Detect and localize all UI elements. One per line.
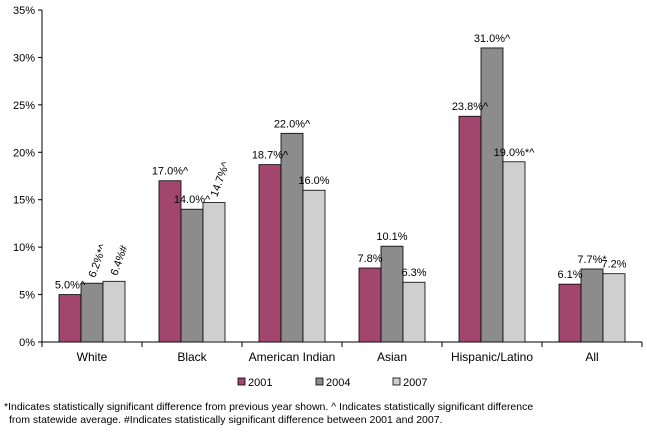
x-category-label: American Indian	[249, 350, 336, 364]
y-tick-label: 25%	[13, 100, 35, 112]
legend-label-2007: 2007	[403, 377, 427, 389]
footnote-line-2: from statewide average. #Indicates stati…	[9, 414, 443, 426]
data-label: 17.0%^	[152, 166, 189, 178]
data-label: 6.1%	[557, 269, 582, 281]
data-label: 23.8%^	[452, 101, 489, 113]
bar-2004	[380, 245, 404, 343]
data-label: 31.0%^	[474, 33, 511, 45]
y-tick-label: 15%	[13, 195, 35, 207]
bar-2007	[502, 161, 526, 343]
y-tick-label: 30%	[13, 52, 35, 64]
data-label: 7.2%	[601, 259, 626, 271]
data-labels: 5.0%^ 17.0%^ 18.7%^ 7.8% 23.8%^ 6.1% 6.2%*^ 14.…	[55, 33, 627, 292]
data-label: 6.3%	[401, 267, 426, 279]
data-label: 14.7%^	[209, 160, 233, 199]
bar-chart: 0% 5% 10% 15% 20% 25% 30% 35% White Black America…	[13, 5, 643, 389]
bar-2007	[302, 189, 326, 343]
legend-swatch-2004	[315, 377, 324, 386]
bar-2001	[458, 115, 482, 343]
bar-2007	[602, 273, 626, 343]
x-category-label: Black	[177, 350, 207, 364]
legend: 2001 2004 2007	[237, 377, 427, 389]
bars	[58, 47, 626, 343]
data-label: 6.2%*^	[87, 242, 110, 279]
legend-swatch-2007	[392, 377, 401, 386]
footnote: *Indicates statistically significant dif…	[4, 401, 645, 427]
data-label: 19.0%*^	[494, 147, 535, 159]
data-label: 6.4%#	[109, 243, 131, 277]
data-label: 7.8%	[357, 253, 382, 265]
bar-2004	[580, 268, 604, 343]
x-category-label: White	[77, 350, 108, 364]
data-label: 18.7%^	[252, 150, 289, 162]
legend-label-2001: 2001	[248, 377, 272, 389]
data-label: 14.0%^	[174, 194, 211, 206]
data-label: 10.1%	[376, 231, 407, 243]
x-axis: White Black American Indian Asian Hispanic/L…	[41, 341, 643, 364]
data-label: 16.0%	[298, 175, 329, 187]
data-label: 5.0%^	[55, 280, 86, 292]
x-category-label: Asian	[377, 350, 407, 364]
data-label: 22.0%^	[274, 118, 311, 130]
y-tick-label: 35%	[13, 5, 35, 17]
bar-2001	[358, 267, 382, 343]
data-label: 7.7%*	[577, 254, 607, 266]
footnote-line-1: *Indicates statistically significant dif…	[4, 401, 534, 413]
bar-2004	[80, 282, 104, 343]
y-tick-label: 20%	[13, 147, 35, 159]
bar-2001	[258, 164, 282, 343]
y-tick-label: 0%	[19, 337, 35, 349]
bar-2007	[402, 281, 426, 343]
bar-2004	[280, 132, 304, 343]
bar-2004	[480, 47, 504, 343]
x-category-label: Hispanic/Latino	[451, 350, 533, 364]
bar-2007	[202, 202, 226, 343]
y-axis: 0% 5% 10% 15% 20% 25% 30% 35%	[13, 5, 43, 349]
y-tick-label: 5%	[19, 290, 35, 302]
bar-2007	[102, 280, 126, 343]
x-category-label: All	[585, 350, 598, 364]
y-tick-label: 10%	[13, 242, 35, 254]
bar-2004	[180, 208, 204, 343]
legend-swatch-2001	[237, 377, 246, 386]
legend-label-2004: 2004	[326, 377, 350, 389]
bar-2001	[58, 294, 82, 343]
bar-2001	[558, 283, 582, 343]
